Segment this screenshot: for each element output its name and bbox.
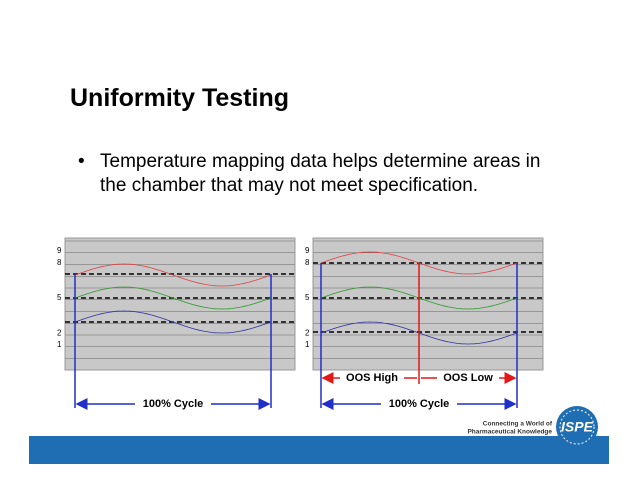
y-tick-label: 9 (305, 246, 310, 255)
label-bg (381, 397, 457, 411)
y-tick-label: 9 (57, 246, 62, 255)
y-tick-label: 5 (57, 293, 62, 302)
logo-ring (559, 409, 595, 445)
temperature-wave (74, 286, 272, 310)
tagline: Connecting a World of (483, 421, 553, 428)
temperature-wave (74, 263, 272, 287)
bullet: • Temperature mapping data helps determin… (78, 150, 558, 198)
y-tick-label: 2 (305, 328, 310, 337)
label-bg (340, 371, 404, 385)
cycle-label: 100% Cycle (389, 398, 450, 410)
oos-label: OOS High (346, 372, 398, 384)
cycle-label: 100% Cycle (143, 398, 204, 410)
y-tick-label: 8 (57, 258, 62, 267)
chart-panel (312, 237, 544, 371)
y-tick-label: 2 (57, 328, 62, 337)
label-bg (437, 371, 499, 385)
temperature-wave (74, 310, 272, 334)
y-tick-label: 1 (57, 340, 62, 349)
y-tick-label: 1 (305, 340, 310, 349)
bullet-text: Temperature mapping data helps determine… (100, 151, 541, 196)
oos-label: OOS Low (443, 372, 493, 384)
bullet-dot: • (78, 151, 85, 172)
slide-title: Uniformity Testing (70, 84, 289, 112)
tagline: Pharmaceutical Knowledge (467, 429, 552, 436)
chart-panel (64, 237, 296, 371)
y-tick-label: 8 (305, 258, 310, 267)
footer-bar (29, 436, 609, 464)
logo-circle (556, 406, 598, 448)
y-tick-label: 5 (305, 293, 310, 302)
logo-text: ISPE (561, 419, 594, 435)
label-bg (135, 397, 211, 411)
